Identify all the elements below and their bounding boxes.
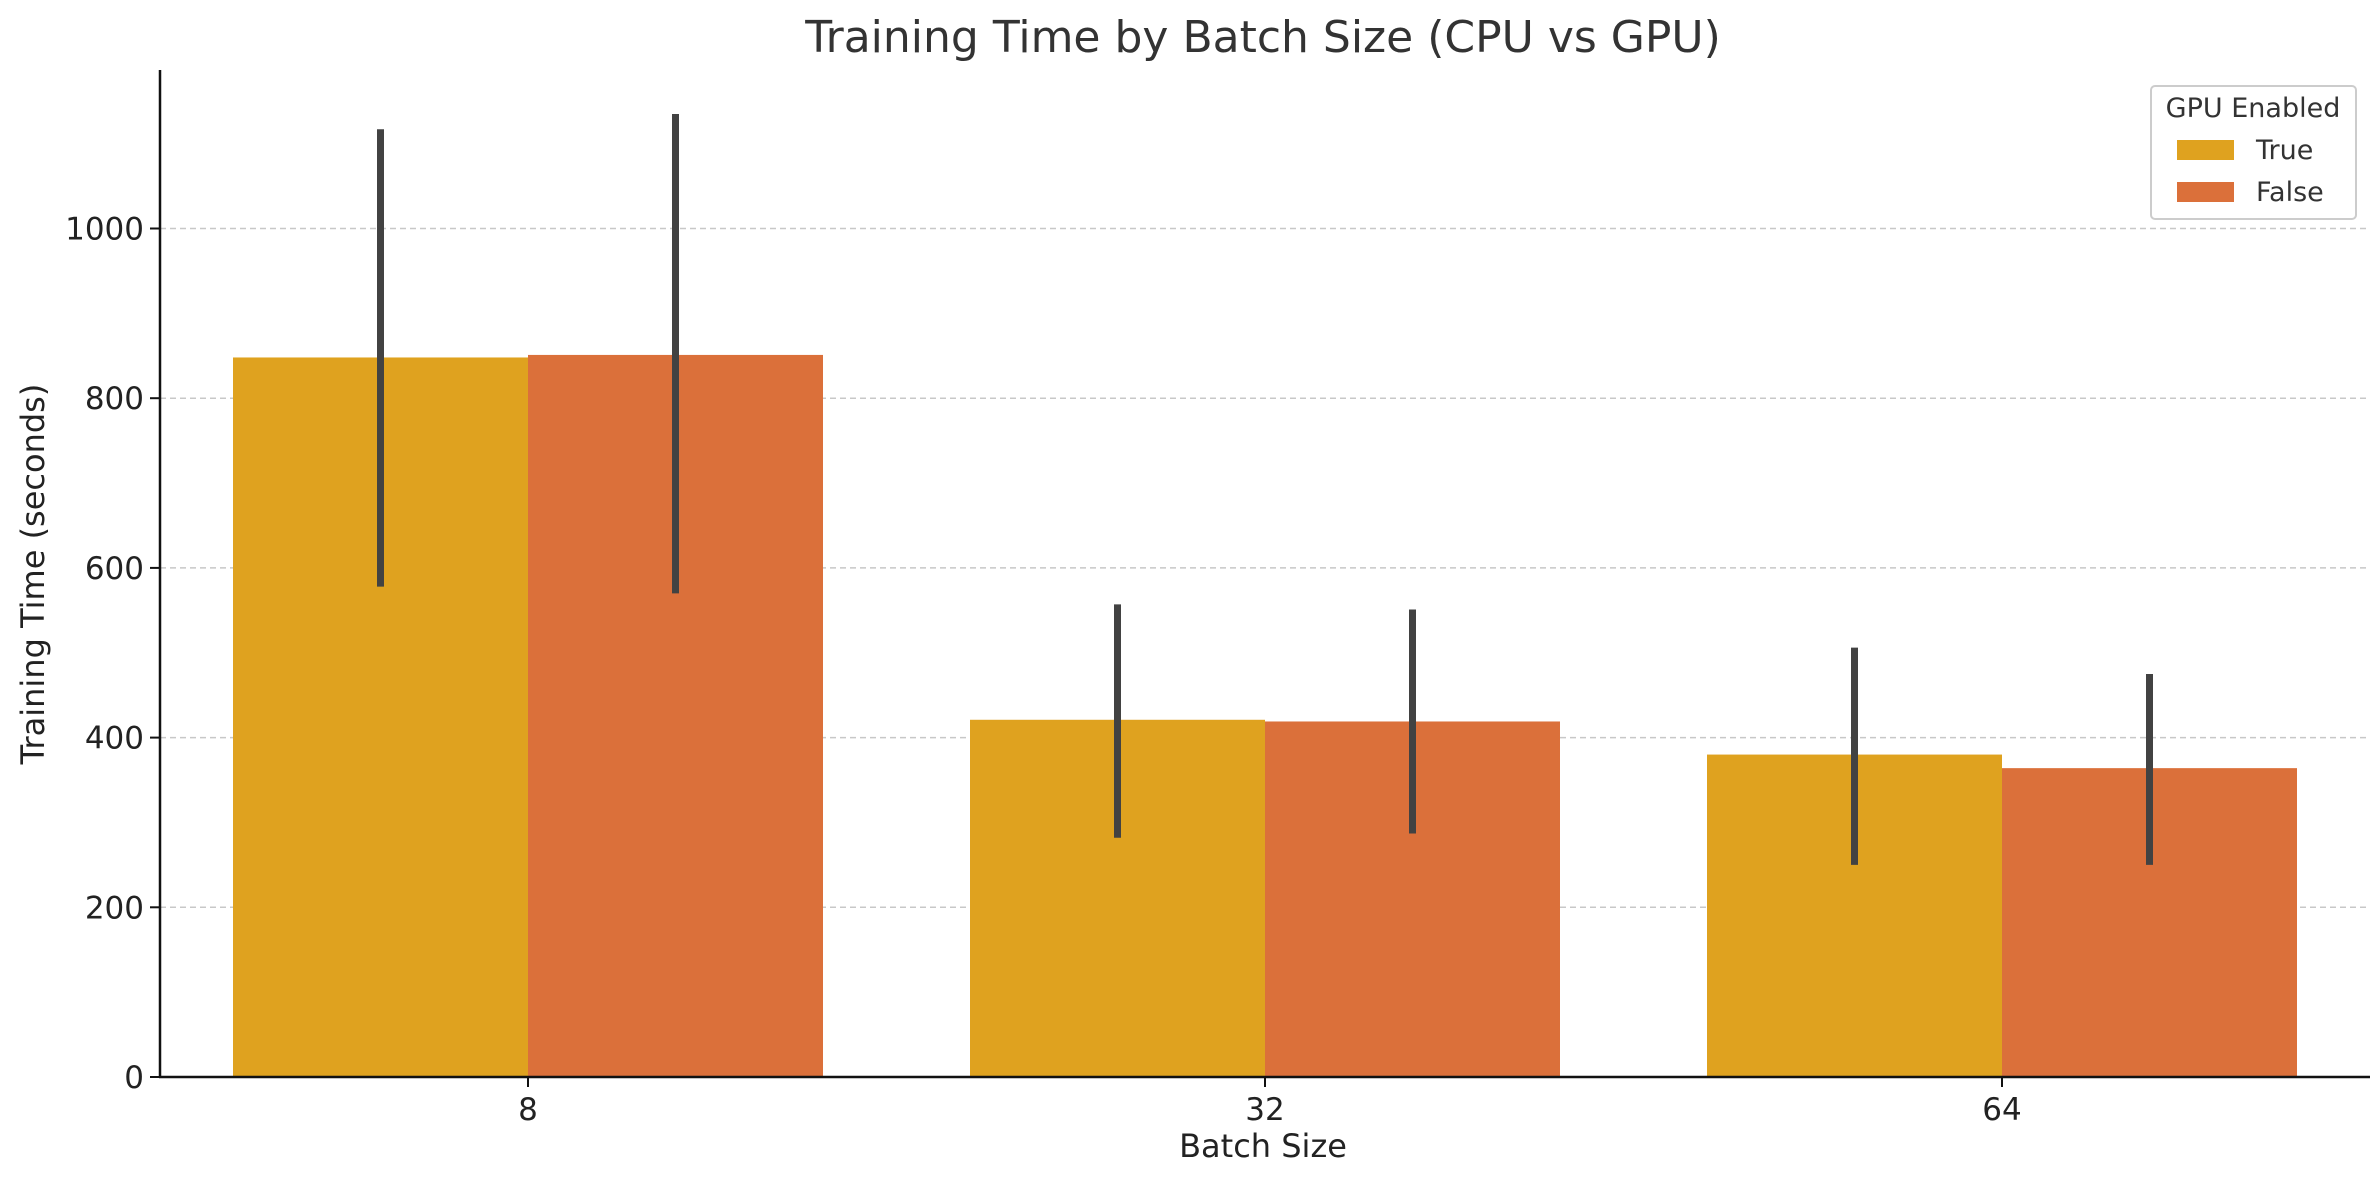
y-axis-label: Training Time (seconds) (14, 384, 52, 766)
legend: GPU Enabled True False (2150, 85, 2357, 220)
x-axis-label: Batch Size (1179, 1127, 1347, 1165)
chart-title: Training Time by Batch Size (CPU vs GPU) (804, 12, 1721, 63)
legend-swatch-true (2177, 140, 2234, 160)
y-ticks: 0 200 400 600 800 1000 (65, 212, 160, 1096)
y-tick-label-0: 0 (124, 1060, 144, 1096)
y-tick-label-1000: 1000 (65, 212, 144, 248)
y-tick-label-800: 800 (85, 381, 144, 417)
legend-swatch-false (2177, 182, 2234, 202)
y-tick-label-600: 600 (85, 551, 144, 587)
legend-label-false: False (2256, 177, 2324, 208)
y-tick-label-200: 200 (85, 890, 144, 926)
bars (233, 354, 2297, 1077)
legend-title: GPU Enabled (2166, 93, 2341, 124)
x-ticks: 8 32 64 (518, 1077, 2022, 1128)
legend-label-true: True (2255, 135, 2313, 166)
error-bars (377, 113, 2153, 865)
x-tick-label-32: 32 (1245, 1092, 1284, 1128)
x-tick-label-64: 64 (1982, 1092, 2021, 1128)
x-tick-label-8: 8 (518, 1092, 538, 1128)
y-tick-label-400: 400 (85, 721, 144, 757)
